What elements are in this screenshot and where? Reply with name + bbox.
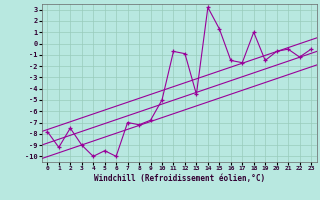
X-axis label: Windchill (Refroidissement éolien,°C): Windchill (Refroidissement éolien,°C) (94, 174, 265, 183)
